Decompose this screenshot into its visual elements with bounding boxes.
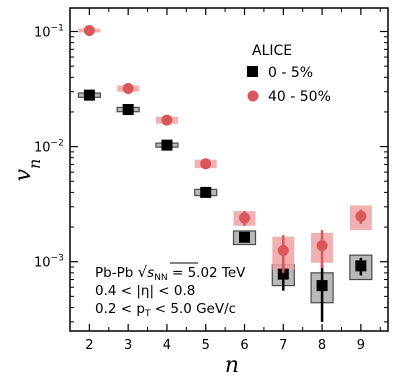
point-central bbox=[161, 139, 173, 151]
point-central bbox=[316, 280, 328, 292]
point-peripheral bbox=[122, 82, 134, 94]
point-peripheral bbox=[355, 210, 367, 222]
point-central bbox=[239, 231, 251, 243]
point-peripheral bbox=[161, 114, 173, 126]
point-peripheral bbox=[277, 245, 289, 257]
x-tick-label: 6 bbox=[240, 338, 248, 353]
y-axis-title-sub: n bbox=[25, 159, 44, 169]
systematic-error-boxes bbox=[77, 28, 373, 304]
x-tick-label: 5 bbox=[202, 338, 210, 353]
x-tick-label: 4 bbox=[163, 338, 171, 353]
x-tick-label: 2 bbox=[85, 338, 93, 353]
x-tick-label: 7 bbox=[279, 338, 287, 353]
legend-title: ALICE bbox=[252, 43, 292, 59]
legend-marker-peripheral bbox=[247, 90, 259, 102]
legend-label-central: 0 - 5% bbox=[268, 65, 313, 81]
legend-label-peripheral: 40 - 50% bbox=[268, 89, 331, 105]
x-tick-label: 9 bbox=[357, 338, 365, 353]
legend-marker-central bbox=[247, 66, 258, 77]
annotation-line-3: 0.2 < pT < 5.0 GeV/c bbox=[95, 301, 236, 319]
point-central bbox=[355, 260, 367, 272]
x-tick-label: 8 bbox=[318, 338, 326, 353]
axes: 2 3 4 5 6 7 8 9 10−1 10−2 10−3 bbox=[34, 8, 388, 353]
x-axis-title: n bbox=[225, 353, 239, 376]
point-peripheral bbox=[239, 212, 251, 224]
annotation: Pb-Pb √sNN = 5.02 TeV 0.4 < |η| < 0.8 0.… bbox=[95, 262, 246, 319]
annotation-line-1: Pb-Pb √sNN = 5.02 TeV bbox=[95, 263, 246, 283]
x-tick-label: 3 bbox=[124, 338, 132, 353]
point-central bbox=[122, 104, 134, 116]
point-peripheral bbox=[83, 25, 95, 37]
legend: ALICE 0 - 5% 40 - 50% bbox=[247, 43, 331, 105]
point-peripheral bbox=[316, 240, 328, 252]
data-series bbox=[83, 25, 367, 322]
point-central bbox=[277, 268, 289, 280]
y-tick-label: 10−3 bbox=[34, 254, 64, 271]
y-axis-title-main: v bbox=[11, 168, 36, 181]
y-axis-title: vn bbox=[11, 159, 44, 182]
plot-frame bbox=[69, 7, 389, 332]
point-central bbox=[200, 186, 212, 198]
y-tick-label: 10−2 bbox=[34, 139, 64, 156]
annotation-line-2: 0.4 < |η| < 0.8 bbox=[95, 283, 195, 299]
point-central bbox=[83, 89, 95, 101]
point-peripheral bbox=[200, 158, 212, 170]
y-tick-label: 10−1 bbox=[34, 23, 64, 40]
